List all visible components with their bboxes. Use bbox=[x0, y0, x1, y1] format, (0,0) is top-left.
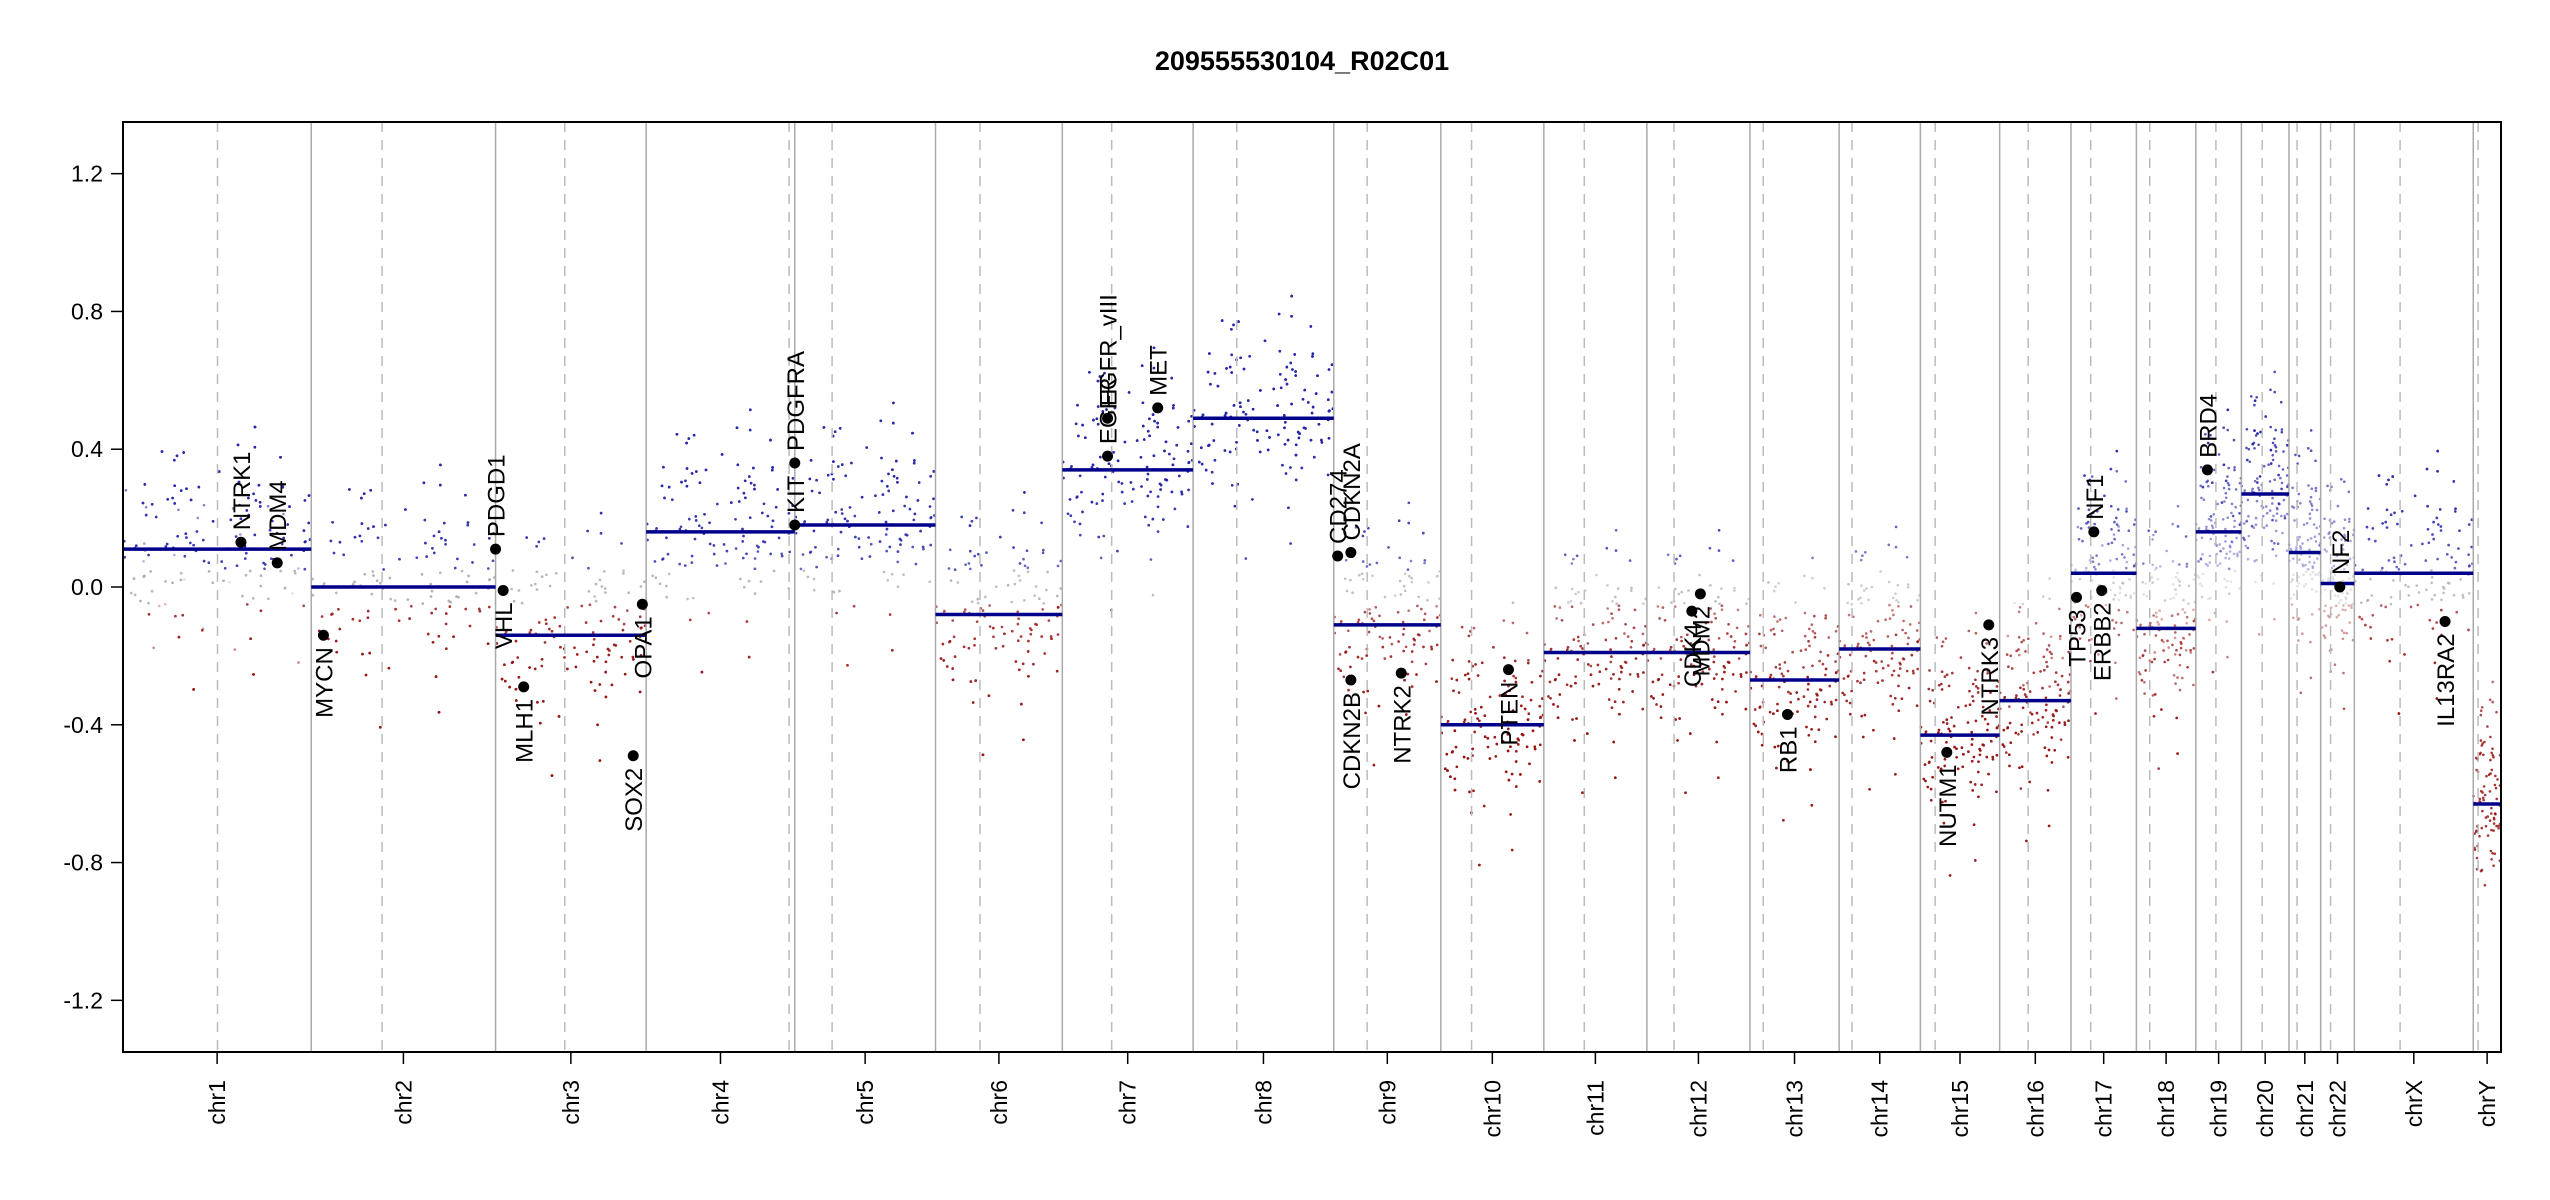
gene-point-ntrk2 bbox=[1395, 667, 1407, 679]
gene-label-cdk4: CDK4 bbox=[1680, 623, 1707, 687]
gene-label-met: MET bbox=[1146, 345, 1173, 396]
gene-label-cdkn2b: CDKN2B bbox=[1339, 692, 1366, 789]
y-tick-label: 0.4 bbox=[71, 436, 103, 462]
gene-point-ntrk3 bbox=[1983, 619, 1995, 631]
gene-label-kit: KIT bbox=[783, 475, 810, 513]
x-tick-label-chr9: chr9 bbox=[1374, 1080, 1400, 1125]
chart-title: 209555530104_R02C01 bbox=[1155, 46, 1449, 76]
x-tick-label-chr10: chr10 bbox=[1479, 1080, 1505, 1138]
gene-point-met bbox=[1152, 402, 1164, 414]
chromosome-boundaries bbox=[216, 122, 2479, 1052]
gene-label-pdgd1: PDGD1 bbox=[484, 454, 511, 537]
gene-label-mdm4: MDM4 bbox=[265, 480, 292, 551]
gene-label-cd274: CD274 bbox=[1326, 469, 1353, 544]
gene-label-brd4: BRD4 bbox=[2195, 394, 2222, 458]
gene-label-pdgfra: PDGFRA bbox=[783, 351, 810, 451]
gene-point-sox2 bbox=[627, 750, 639, 762]
x-tick-label-chr3: chr3 bbox=[558, 1080, 584, 1125]
gene-point-brd4 bbox=[2201, 464, 2213, 476]
gene-point-pdgfra bbox=[789, 457, 801, 469]
gene-point-nf1 bbox=[2088, 526, 2100, 538]
x-tick-label-chr2: chr2 bbox=[390, 1080, 416, 1125]
gene-point-nf2 bbox=[2334, 581, 2346, 593]
gene-label-ntrk2: NTRK2 bbox=[1389, 685, 1416, 764]
gene-point-mycn bbox=[317, 629, 329, 641]
x-tick-label-chr5: chr5 bbox=[852, 1080, 878, 1125]
y-tick-label: -0.4 bbox=[63, 712, 103, 738]
gene-label-erbb2: ERBB2 bbox=[2090, 602, 2117, 681]
y-tick-label: 0.0 bbox=[71, 574, 103, 600]
gene-point-egfr_viii bbox=[1102, 412, 1114, 424]
gene-point-tp53 bbox=[2070, 591, 2082, 603]
gene-point-cd274 bbox=[1332, 550, 1344, 562]
gene-label-vhl: VHL bbox=[491, 602, 518, 649]
x-tick-label-chrY: chrY bbox=[2474, 1080, 2500, 1127]
x-tick-label-chr6: chr6 bbox=[986, 1080, 1012, 1125]
x-tick-label-chr11: chr11 bbox=[1582, 1080, 1608, 1136]
gene-label-egfr: EGFR bbox=[1096, 377, 1123, 444]
gene-point-vhl bbox=[497, 584, 509, 596]
x-tick-label-chr16: chr16 bbox=[2022, 1080, 2048, 1138]
y-tick-label: -1.2 bbox=[63, 987, 103, 1013]
gene-point-opa1 bbox=[636, 598, 648, 610]
gene-markers: NTRK1 MDM4 MYCN PDGD1 VHL MLH1 SOX2 OPA1 KIT PDGF… bbox=[229, 294, 2460, 847]
gene-point-mdm2 bbox=[1694, 588, 1706, 600]
gene-point-cdkn2a bbox=[1345, 547, 1357, 559]
gene-point-cdkn2b bbox=[1345, 674, 1357, 686]
y-tick-label: 0.8 bbox=[71, 298, 103, 324]
x-tick-label-chr20: chr20 bbox=[2252, 1080, 2278, 1138]
gene-label-nf2: NF2 bbox=[2328, 530, 2355, 575]
gene-point-rb1 bbox=[1781, 708, 1793, 720]
gene-point-mlh1 bbox=[518, 681, 530, 693]
x-tick-label-chr4: chr4 bbox=[707, 1080, 733, 1125]
x-tick-label-chr15: chr15 bbox=[1947, 1080, 1973, 1138]
x-tick-label-chr13: chr13 bbox=[1782, 1080, 1808, 1138]
x-tick-label-chr22: chr22 bbox=[2325, 1080, 2351, 1138]
x-axis: chr1 chr2 chr3 chr4 chr5 chr6 chr7 chr8 chr9 chr1… bbox=[204, 1052, 2500, 1138]
gene-point-nutm1 bbox=[1941, 746, 1953, 758]
gene-point-cdk4 bbox=[1686, 605, 1698, 617]
gene-point-il13ra2 bbox=[2439, 615, 2451, 627]
gene-point-egfr bbox=[1102, 450, 1114, 462]
gene-label-rb1: RB1 bbox=[1775, 726, 1802, 773]
gene-label-il13ra2: IL13RA2 bbox=[2433, 633, 2460, 726]
gene-label-nf1: NF1 bbox=[2082, 475, 2109, 520]
gene-label-pten: PTEN bbox=[1496, 682, 1523, 746]
gene-label-ntrk3: NTRK3 bbox=[1977, 637, 2004, 716]
gene-label-mycn: MYCN bbox=[311, 647, 338, 718]
x-tick-label-chr1: chr1 bbox=[204, 1080, 230, 1125]
y-tick-label: 1.2 bbox=[71, 161, 103, 187]
x-tick-label-chr7: chr7 bbox=[1115, 1080, 1141, 1125]
x-tick-label-chrX: chrX bbox=[2401, 1080, 2427, 1127]
gene-label-cdkn2a: CDKN2A bbox=[1339, 443, 1366, 540]
y-tick-label: -0.8 bbox=[63, 850, 103, 876]
gene-point-erbb2 bbox=[2096, 584, 2108, 596]
gene-label-sox2: SOX2 bbox=[621, 768, 648, 832]
x-tick-label-chr19: chr19 bbox=[2206, 1080, 2232, 1138]
x-tick-label-chr8: chr8 bbox=[1250, 1080, 1276, 1125]
gene-label-opa1: OPA1 bbox=[630, 616, 657, 678]
x-tick-label-chr21: chr21 bbox=[2292, 1080, 2318, 1138]
gene-point-kit bbox=[789, 519, 801, 531]
segment-lines bbox=[123, 416, 2501, 806]
gene-label-mlh1: MLH1 bbox=[512, 699, 539, 763]
x-tick-label-chr12: chr12 bbox=[1685, 1080, 1711, 1138]
x-tick-label-chr17: chr17 bbox=[2091, 1080, 2117, 1138]
probe-points bbox=[122, 294, 2502, 887]
x-tick-label-chr14: chr14 bbox=[1867, 1080, 1893, 1138]
x-tick-label-chr18: chr18 bbox=[2153, 1080, 2179, 1138]
gene-label-ntrk1: NTRK1 bbox=[229, 452, 256, 531]
y-axis: 1.2 0.8 0.4 0.0 -0.4 -0.8 -1.2 bbox=[63, 161, 123, 1013]
gene-label-egfr_viii: EGFR_vIII bbox=[1096, 294, 1123, 406]
gene-label-mdm2: MDM2 bbox=[1688, 606, 1715, 677]
gene-point-pten bbox=[1502, 664, 1514, 676]
gene-label-tp53: TP53 bbox=[2064, 609, 2091, 666]
gene-point-mdm4 bbox=[271, 557, 283, 569]
gene-point-pdgd1 bbox=[490, 543, 502, 555]
gene-point-ntrk1 bbox=[235, 536, 247, 548]
plot-frame bbox=[122, 121, 2502, 1053]
gene-label-nutm1: NUTM1 bbox=[1935, 764, 1962, 847]
